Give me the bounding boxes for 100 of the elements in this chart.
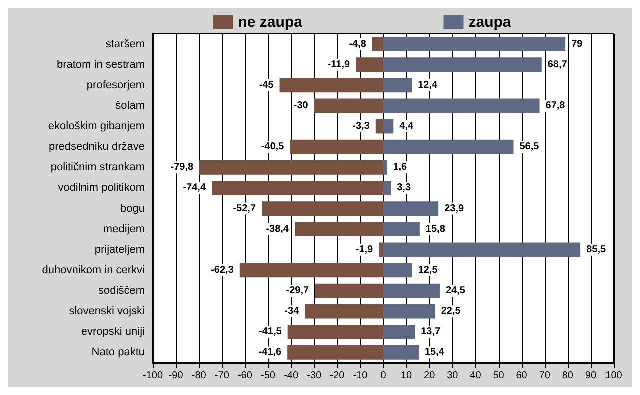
y-tick-label: vodilnim politikom — [58, 182, 145, 194]
bar — [305, 304, 384, 319]
bar — [384, 304, 436, 319]
data-label: -1,9 — [356, 244, 374, 256]
data-label: 3,3 — [397, 182, 412, 194]
y-tick-label: predsedniku države — [48, 141, 145, 154]
bar — [384, 181, 392, 196]
data-label: -38,4 — [266, 224, 290, 235]
data-label: 24,5 — [446, 286, 466, 297]
y-tick-label: medijem — [103, 223, 145, 236]
data-label: 23,9 — [444, 203, 464, 214]
x-tick-label: -20 — [330, 370, 346, 382]
data-label: -29,7 — [286, 286, 310, 297]
data-label: 85,5 — [586, 244, 606, 256]
bar — [384, 346, 419, 360]
y-tick-label: staršem — [106, 38, 145, 50]
bar — [200, 160, 384, 175]
x-tick-label: -30 — [307, 370, 322, 382]
bar — [314, 98, 384, 114]
bar — [356, 58, 384, 72]
x-tick-label: 50 — [493, 370, 505, 382]
x-tick-label: 0 — [380, 370, 387, 382]
x-tick-label: 100 — [606, 370, 623, 382]
bar — [280, 78, 384, 93]
x-tick-label: -70 — [214, 370, 230, 382]
data-label: 12,5 — [418, 264, 438, 276]
bar — [384, 37, 566, 52]
data-label: -62,3 — [211, 264, 234, 276]
y-tick-label: ekološkim gibanjem — [48, 120, 145, 133]
bar — [384, 324, 416, 340]
x-tick-label: 90 — [585, 370, 597, 382]
x-tick-label: -50 — [261, 370, 276, 382]
bar — [376, 119, 384, 134]
data-label: 1,6 — [393, 162, 408, 174]
data-label: -4,8 — [349, 38, 367, 50]
data-label: -52,7 — [233, 203, 256, 214]
y-tick-label: šolam — [116, 100, 145, 112]
y-tick-label: duhovnikom in cerkvi — [42, 264, 145, 276]
data-label: -41,6 — [258, 347, 282, 358]
bar — [384, 284, 440, 298]
x-tick-label: 20 — [424, 370, 436, 382]
y-tick-label: Nato paktu — [92, 346, 145, 359]
bar — [384, 78, 412, 93]
data-label: 68,7 — [548, 59, 568, 70]
x-tick-label: -40 — [284, 370, 299, 382]
bar — [262, 202, 384, 216]
y-tick-label: bogu — [120, 202, 145, 215]
x-tick-label: 30 — [447, 370, 459, 382]
legend-label: zaupa — [468, 14, 512, 31]
bar — [384, 263, 412, 278]
data-label: -11,9 — [328, 59, 350, 70]
x-tick-label: -60 — [238, 370, 253, 382]
data-label: 67,8 — [546, 100, 566, 112]
data-label: 22,5 — [441, 306, 462, 318]
bar — [384, 58, 542, 72]
bar — [384, 160, 388, 175]
x-tick-label: 80 — [562, 370, 574, 382]
data-label: -3,3 — [352, 121, 370, 132]
bar — [288, 324, 384, 340]
x-tick-label: -90 — [168, 370, 184, 382]
data-label: -40,5 — [261, 142, 285, 153]
bar — [372, 37, 384, 52]
data-label: -41,5 — [259, 326, 282, 338]
y-tick-label: bratom in sestram — [56, 58, 145, 71]
x-tick-label: 60 — [516, 370, 528, 382]
bar — [384, 202, 439, 216]
data-label: 79 — [572, 38, 584, 50]
x-tick-label: -80 — [192, 370, 207, 382]
data-label: -34 — [284, 306, 300, 318]
data-label: -74,4 — [183, 182, 206, 194]
bar — [384, 98, 540, 114]
bar — [315, 284, 384, 298]
bar — [384, 222, 420, 237]
x-tick-label: -10 — [353, 370, 368, 382]
bar — [290, 140, 384, 154]
data-label: 15,4 — [424, 347, 445, 358]
x-tick-label: -100 — [142, 370, 164, 382]
y-tick-label: prijateljem — [94, 244, 145, 256]
data-label: 13,7 — [421, 326, 441, 338]
data-label: 12,4 — [418, 80, 438, 91]
bar — [379, 242, 384, 258]
y-tick-label: evropski uniji — [81, 326, 145, 338]
data-label: -45 — [259, 80, 274, 91]
data-label: -79,8 — [170, 162, 194, 174]
data-label: -30 — [294, 100, 309, 112]
x-tick-label: 70 — [539, 370, 551, 382]
bar — [384, 242, 581, 258]
data-label: 15,8 — [426, 224, 446, 235]
legend-label: ne zaupa — [238, 14, 304, 31]
data-label: 56,5 — [520, 142, 540, 153]
y-tick-label: sodiščem — [98, 285, 145, 298]
y-tick-label: slovenski vojski — [69, 306, 145, 318]
y-tick-label: profesorjem — [86, 79, 145, 92]
bar — [240, 263, 384, 278]
bar — [384, 119, 394, 134]
y-tick-label: političnim strankam — [50, 162, 145, 174]
bar — [212, 181, 384, 196]
x-tick-label: 40 — [470, 370, 482, 382]
x-tick-label: 10 — [400, 370, 413, 382]
bar — [294, 222, 384, 237]
